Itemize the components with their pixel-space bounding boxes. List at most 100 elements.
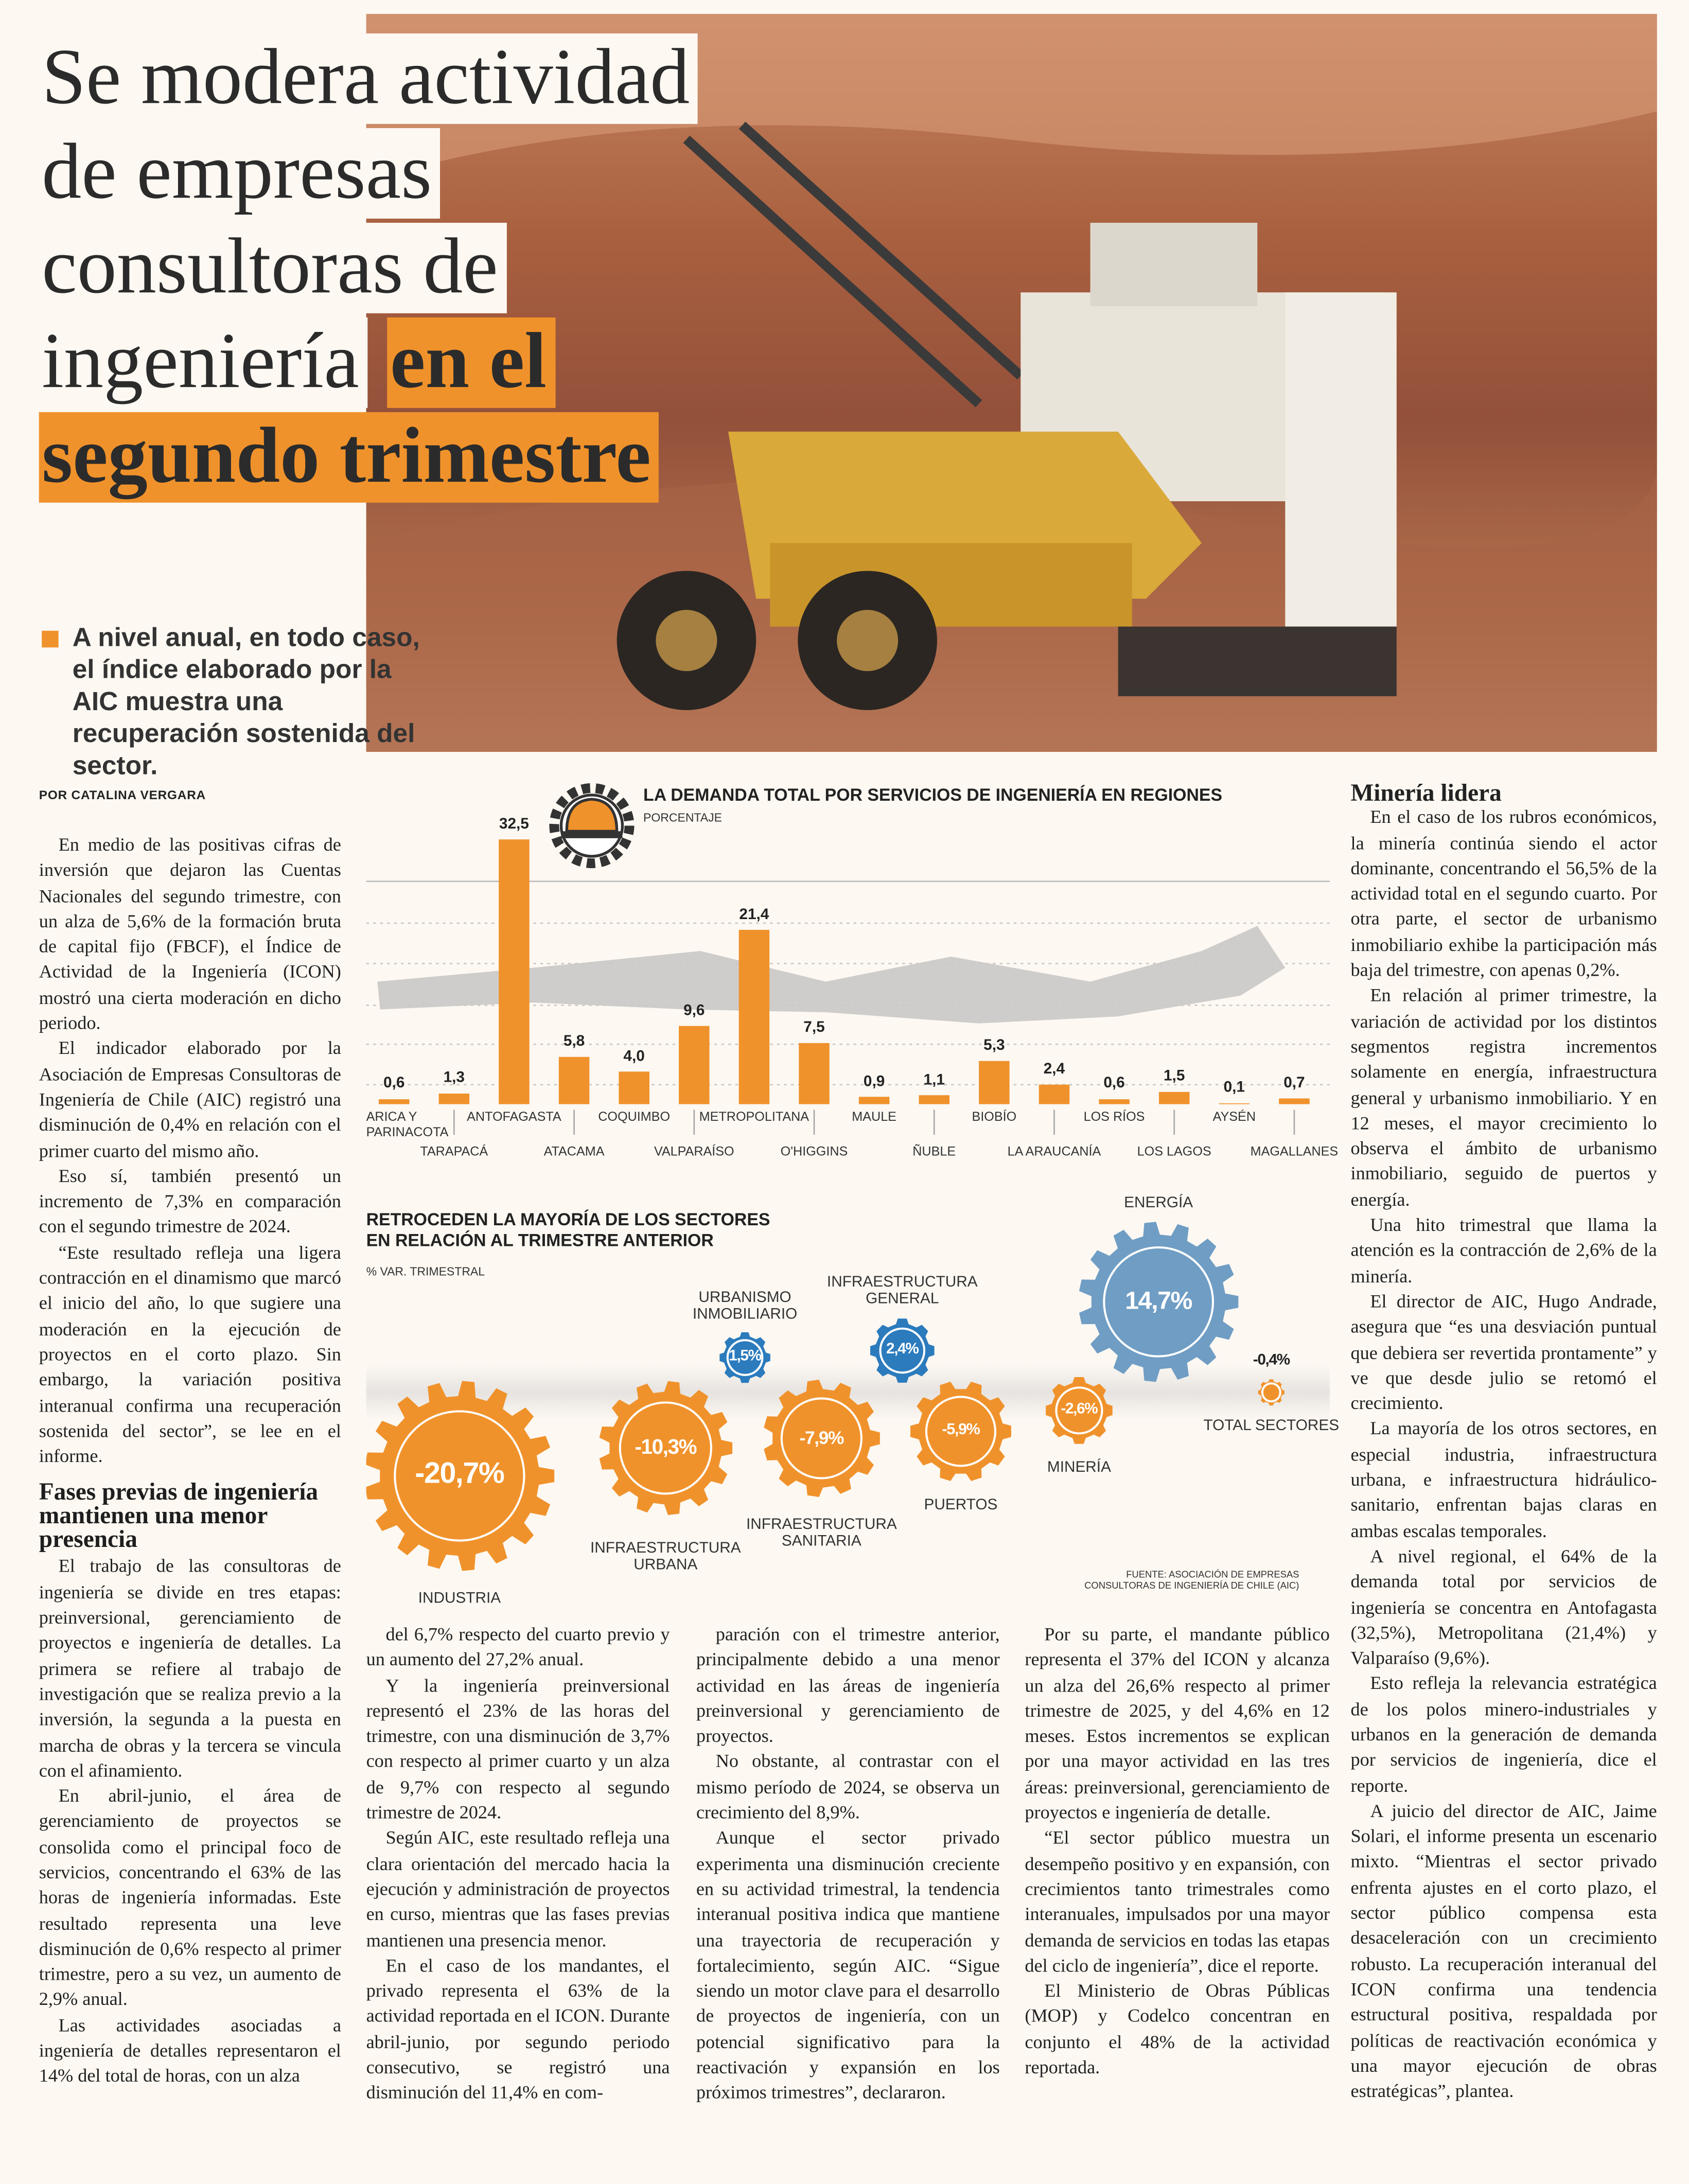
paragraph: A nivel regional, el 64% de la demanda t… — [1350, 1545, 1657, 1668]
category-label: LOS LAGOS — [1137, 1144, 1211, 1159]
gear — [599, 1381, 733, 1516]
bar — [738, 929, 770, 1104]
photo — [366, 14, 1657, 752]
headline-line: ingeniería — [39, 317, 368, 408]
bar — [1099, 1099, 1130, 1104]
paragraph: Una hito trimestral que llama la atenció… — [1350, 1214, 1657, 1287]
helmet-icon — [549, 783, 635, 869]
headline: Se modera actividad de empresas consultora… — [39, 31, 819, 504]
category-label: BIOBÍO — [972, 1109, 1017, 1124]
bar — [378, 1099, 410, 1104]
gear-chart: RETROCEDEN LA MAYORÍA DE LOS SECTORES EN… — [366, 1194, 1339, 1615]
paragraph: A juicio del director de AIC, Jaime Sola… — [1350, 1800, 1657, 2102]
value-label: 32,5 — [499, 816, 529, 833]
bullet-square — [42, 630, 59, 648]
byline: POR CATALINA VERGARA — [39, 788, 206, 802]
bar — [558, 1056, 590, 1104]
map-silhouette — [377, 926, 1286, 1024]
value-label: 5,8 — [563, 1033, 585, 1050]
value-label: -5,9% — [942, 1422, 980, 1439]
category-label: TARAPACÁ — [420, 1144, 488, 1159]
chart-title: RETROCEDEN LA MAYORÍA DE LOS SECTORES EN… — [366, 1210, 770, 1250]
paragraph: Aunque el sector privado experimenta una… — [696, 1827, 1000, 2103]
value-label: 7,5 — [803, 1019, 825, 1036]
value-label: -20,7% — [415, 1458, 504, 1490]
bar — [1158, 1091, 1190, 1104]
value-label: -7,9% — [799, 1427, 844, 1449]
paragraph: El director de AIC, Hugo Andrade, asegur… — [1350, 1291, 1657, 1414]
headline-highlight: en el — [387, 317, 555, 408]
paragraph: Por su parte, el mandante público repres… — [1025, 1623, 1330, 1823]
value-label: 21,4 — [739, 906, 769, 923]
gear-ring — [780, 1397, 863, 1480]
value-label: 0,6 — [1103, 1076, 1125, 1093]
category-label: INFRAESTRUCTURA URBANA — [590, 1540, 741, 1574]
paragraph-group: En el caso de los rubros económicos, la … — [1351, 805, 1657, 2105]
column: Minería lidera En el caso de los rubros … — [1351, 780, 1657, 2154]
value-label: -2,6% — [1061, 1401, 1098, 1418]
paragraph: Las actividades asociadas a ingeniería d… — [39, 2014, 341, 2087]
paragraph: Esto refleja la relevancia estratégica d… — [1350, 1672, 1657, 1796]
paragraph: En relación al primer trimestre, la vari… — [1350, 984, 1657, 1210]
gear — [366, 1381, 555, 1571]
chart-canvas — [366, 1222, 1330, 1571]
category-label: INFRAESTRUCTURA SANITARIA — [746, 1516, 897, 1550]
bar — [619, 1071, 649, 1104]
photo-illustration — [366, 14, 1657, 752]
gear-ring — [1103, 1246, 1214, 1358]
paragraph-group: El trabajo de las consultoras de ingenie… — [39, 1555, 341, 2090]
gear — [1079, 1222, 1239, 1382]
gear-ring — [1261, 1382, 1281, 1403]
bar — [979, 1061, 1010, 1104]
category-label: LOS RÍOS — [1083, 1109, 1145, 1124]
value-label: -0,4% — [1253, 1351, 1290, 1368]
chart-subtitle: PORCENTAJE — [643, 810, 722, 824]
bar — [919, 1095, 950, 1104]
paragraph: El trabajo de las consultoras de ingenie… — [39, 1556, 341, 1781]
category-label: ARICA Y PARINACOTA — [366, 1109, 449, 1139]
category-label: ENERGÍA — [1124, 1194, 1193, 1211]
category-label: INDUSTRIA — [418, 1590, 501, 1607]
gear — [764, 1380, 880, 1497]
paragraph: del 6,7% respecto del cuarto previo y un… — [366, 1623, 670, 1670]
category-label: O'HIGGINS — [780, 1144, 848, 1159]
value-label: 1,1 — [923, 1071, 945, 1088]
paragraph: El Ministerio de Obras Públicas (MOP) y … — [1025, 1980, 1330, 2078]
paragraph: “Este resultado refleja una ligera contr… — [39, 1241, 341, 1467]
category-label: LA ARAUCANÍA — [1007, 1144, 1101, 1159]
bar — [499, 839, 530, 1104]
column: paración con el trimestre anterior, prin… — [696, 1622, 1000, 2154]
column: del 6,7% respecto del cuarto previo y un… — [366, 1622, 670, 2154]
column: Por su parte, el mandante público repres… — [1025, 1622, 1330, 2154]
paragraph: Según AIC, este resultado refleja una cl… — [366, 1827, 670, 1950]
gear-ring — [925, 1396, 996, 1467]
chart-title: LA DEMANDA TOTAL POR SERVICIOS DE INGENI… — [643, 785, 1223, 805]
category-label: TOTAL SECTORES — [1203, 1417, 1340, 1434]
gear-ring — [726, 1339, 764, 1376]
value-label: 4,0 — [623, 1048, 645, 1065]
bar — [1039, 1084, 1070, 1104]
paragraph: No obstante, al contrastar con el mismo … — [696, 1751, 1000, 1823]
paragraph: En medio de las positivas cifras de inve… — [39, 834, 341, 1033]
value-label: 2,4% — [886, 1341, 919, 1359]
gear-ring — [394, 1410, 525, 1542]
headline-line: de empresas — [39, 128, 441, 219]
paragraph: En el caso de los rubros económicos, la … — [1350, 806, 1657, 981]
paragraph: La mayoría de los otros sectores, en esp… — [1350, 1418, 1657, 1541]
headline-highlight: segundo trimestre — [39, 412, 660, 503]
value-label: 0,7 — [1283, 1075, 1305, 1091]
paragraph: En el caso de los mandantes, el privado … — [366, 1954, 670, 2103]
category-label: ATACAMA — [543, 1144, 605, 1159]
bar — [679, 1026, 710, 1104]
paragraph: Eso sí, también presentó un incremento d… — [39, 1165, 341, 1237]
paragraph: El indicador elaborado por la Asociación… — [39, 1037, 341, 1161]
category-label: AYSÉN — [1212, 1109, 1256, 1124]
paragraph: “El sector público muestra un desempeño … — [1025, 1827, 1330, 1976]
paragraph: Y la ingeniería preinversional represent… — [366, 1674, 670, 1823]
category-label: PUERTOS — [924, 1496, 998, 1514]
paragraph: En abril-junio, el área de gerenciamient… — [39, 1785, 341, 2010]
column: En medio de las positivas cifras de inve… — [39, 833, 341, 2153]
gear-ring — [879, 1327, 926, 1374]
value-label: 0,6 — [383, 1076, 405, 1093]
